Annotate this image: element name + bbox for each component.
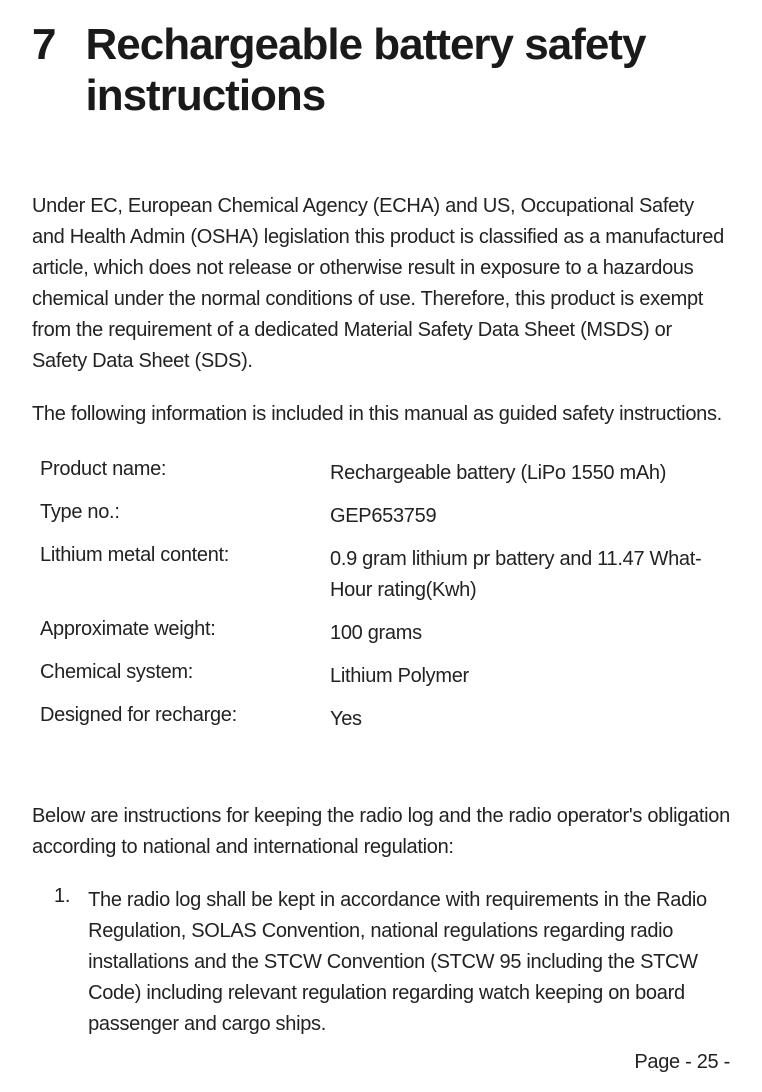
spec-value: Rechargeable battery (LiPo 1550 mAh) xyxy=(330,458,666,489)
spec-label: Type no.: xyxy=(40,501,330,532)
section-title: Rechargeable battery safety instructions xyxy=(85,20,730,121)
spec-label: Approximate weight: xyxy=(40,618,330,649)
section-number: 7 xyxy=(32,20,55,70)
list-number: 1. xyxy=(54,885,70,1040)
spec-row: Chemical system: Lithium Polymer xyxy=(40,655,730,698)
spec-row: Product name: Rechargeable battery (LiPo… xyxy=(40,452,730,495)
spec-value: 100 grams xyxy=(330,618,422,649)
info-note: The following information is included in… xyxy=(32,399,730,430)
spec-label: Product name: xyxy=(40,458,330,489)
section-header: 7 Rechargeable battery safety instructio… xyxy=(32,20,730,121)
spec-row: Designed for recharge: Yes xyxy=(40,698,730,741)
spec-table: Product name: Rechargeable battery (LiPo… xyxy=(32,452,730,741)
spec-row: Approximate weight: 100 grams xyxy=(40,612,730,655)
page-footer: Page - 25 - xyxy=(634,1051,730,1074)
spec-label: Designed for recharge: xyxy=(40,704,330,735)
spec-row: Lithium metal content: 0.9 gram lithium … xyxy=(40,538,730,612)
spec-value: GEP653759 xyxy=(330,501,436,532)
spec-value: 0.9 gram lithium pr battery and 11.47 Wh… xyxy=(330,544,730,606)
intro-paragraph: Under EC, European Chemical Agency (ECHA… xyxy=(32,191,730,377)
list-text: The radio log shall be kept in accordanc… xyxy=(88,885,730,1040)
spec-row: Type no.: GEP653759 xyxy=(40,495,730,538)
spec-label: Chemical system: xyxy=(40,661,330,692)
spec-label: Lithium metal content: xyxy=(40,544,330,606)
ordered-list: 1. The radio log shall be kept in accord… xyxy=(32,885,730,1040)
spec-value: Lithium Polymer xyxy=(330,661,469,692)
below-note: Below are instructions for keeping the r… xyxy=(32,801,730,863)
spec-value: Yes xyxy=(330,704,362,735)
list-item: 1. The radio log shall be kept in accord… xyxy=(54,885,730,1040)
